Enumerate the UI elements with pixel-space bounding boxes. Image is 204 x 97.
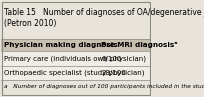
FancyBboxPatch shape — [1, 39, 151, 51]
Text: Primary care (individuals own physician): Primary care (individuals own physician) — [4, 56, 146, 62]
Text: Pre MRI diagnosisᵃ: Pre MRI diagnosisᵃ — [102, 42, 178, 48]
Text: 6/100: 6/100 — [102, 56, 122, 62]
Text: Orthopaedic specialist (study physician): Orthopaedic specialist (study physician) — [4, 70, 145, 76]
Text: 28/100: 28/100 — [102, 70, 126, 76]
FancyBboxPatch shape — [1, 66, 151, 80]
Text: Table 15   Number of diagnoses of OA/degenerative jo
(Petron 2010): Table 15 Number of diagnoses of OA/degen… — [4, 8, 204, 28]
Text: Physician making diagnosis: Physician making diagnosis — [4, 42, 118, 48]
Text: a   Number of diagnoses out of 100 participants included in the study: a Number of diagnoses out of 100 partici… — [4, 84, 204, 89]
FancyBboxPatch shape — [1, 51, 151, 66]
